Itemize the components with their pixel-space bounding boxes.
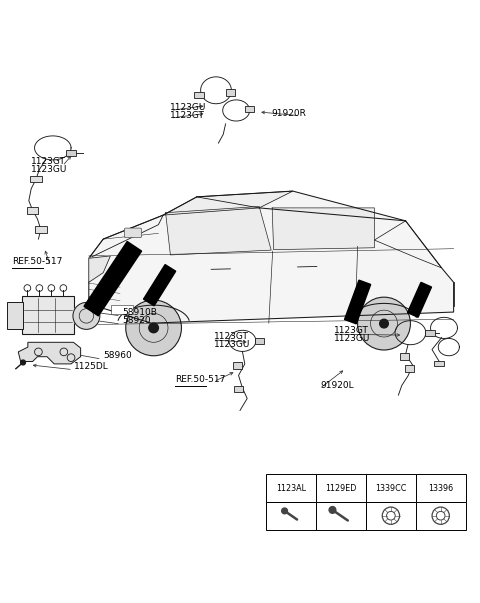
FancyBboxPatch shape	[366, 475, 416, 502]
Text: 1123GU: 1123GU	[334, 334, 370, 343]
Text: 1123GT: 1123GT	[334, 326, 369, 335]
FancyBboxPatch shape	[124, 228, 142, 238]
FancyBboxPatch shape	[22, 295, 74, 334]
Text: 1339CC: 1339CC	[375, 484, 407, 493]
Circle shape	[126, 300, 181, 356]
Polygon shape	[18, 343, 81, 364]
FancyBboxPatch shape	[266, 502, 316, 529]
Polygon shape	[272, 208, 374, 250]
Text: 1123GU: 1123GU	[214, 340, 250, 349]
Text: 1123GU: 1123GU	[31, 165, 68, 174]
FancyBboxPatch shape	[35, 226, 47, 233]
Text: 58920: 58920	[122, 316, 151, 325]
FancyBboxPatch shape	[234, 385, 243, 392]
Polygon shape	[163, 191, 293, 215]
FancyBboxPatch shape	[405, 365, 414, 371]
Circle shape	[21, 360, 25, 365]
Circle shape	[282, 508, 288, 514]
Circle shape	[380, 319, 388, 328]
Circle shape	[329, 507, 336, 513]
FancyBboxPatch shape	[7, 302, 23, 329]
Text: 13396: 13396	[428, 484, 453, 493]
FancyBboxPatch shape	[434, 361, 444, 366]
Text: 58960: 58960	[103, 351, 132, 360]
Text: 1123GT: 1123GT	[214, 332, 249, 341]
FancyBboxPatch shape	[30, 175, 42, 183]
Text: REF.50-517: REF.50-517	[175, 375, 226, 384]
Polygon shape	[89, 256, 110, 282]
FancyBboxPatch shape	[416, 502, 466, 529]
Circle shape	[149, 323, 158, 333]
FancyBboxPatch shape	[111, 305, 133, 314]
FancyBboxPatch shape	[194, 92, 204, 98]
Polygon shape	[144, 265, 176, 306]
FancyBboxPatch shape	[226, 89, 235, 96]
FancyBboxPatch shape	[245, 106, 254, 112]
Text: 1123AL: 1123AL	[276, 484, 306, 493]
Text: 1129ED: 1129ED	[325, 484, 357, 493]
Text: 91920L: 91920L	[321, 381, 354, 390]
Text: 91920R: 91920R	[271, 109, 306, 118]
FancyBboxPatch shape	[266, 475, 316, 502]
FancyBboxPatch shape	[416, 475, 466, 502]
FancyBboxPatch shape	[233, 362, 242, 368]
FancyBboxPatch shape	[316, 502, 366, 529]
FancyBboxPatch shape	[366, 502, 416, 529]
FancyBboxPatch shape	[255, 338, 264, 344]
FancyBboxPatch shape	[400, 353, 409, 359]
Circle shape	[358, 297, 410, 350]
Polygon shape	[408, 282, 432, 317]
Circle shape	[73, 303, 100, 329]
Text: REF.50-517: REF.50-517	[12, 257, 62, 267]
Polygon shape	[345, 280, 371, 324]
Text: 1125DL: 1125DL	[74, 362, 109, 371]
FancyBboxPatch shape	[425, 330, 435, 336]
FancyBboxPatch shape	[316, 475, 366, 502]
FancyBboxPatch shape	[66, 150, 76, 156]
Polygon shape	[89, 191, 454, 323]
Text: 1123GT: 1123GT	[31, 157, 66, 166]
Polygon shape	[166, 206, 271, 255]
Text: 1123GT: 1123GT	[170, 111, 205, 120]
Text: 1123GU: 1123GU	[170, 103, 207, 112]
Text: 58910B: 58910B	[122, 308, 157, 317]
Polygon shape	[84, 242, 142, 316]
FancyBboxPatch shape	[27, 207, 38, 213]
